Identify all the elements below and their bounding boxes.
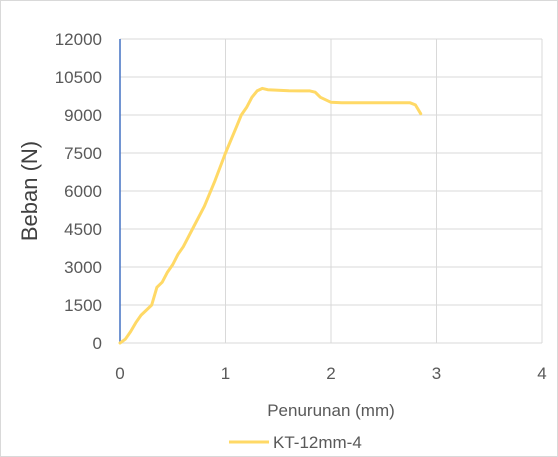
tick-labels: 0 1500 3000 4500 6000 7500 9000 10500 12000 0 1 2 3 4 (55, 30, 547, 383)
x-tick-label: 1 (221, 364, 230, 383)
y-tick-label: 10500 (55, 68, 102, 87)
x-tick-label: 3 (432, 364, 441, 383)
y-tick-label: 1500 (64, 296, 102, 315)
x-tick-label: 2 (326, 364, 335, 383)
y-tick-label: 3000 (64, 258, 102, 277)
x-tick-label: 4 (537, 364, 546, 383)
y-tick-label: 0 (93, 334, 102, 353)
legend-label: KT-12mm-4 (273, 433, 362, 452)
y-tick-label: 4500 (64, 220, 102, 239)
x-axis-title: Penurunan (mm) (267, 401, 395, 420)
y-tick-label: 7500 (64, 144, 102, 163)
y-tick-label: 9000 (64, 106, 102, 125)
y-tick-label: 6000 (64, 182, 102, 201)
x-tick-label: 0 (115, 364, 124, 383)
grid (120, 38, 543, 344)
series-group (118, 86, 423, 345)
series-line-kt-12mm-4 (118, 86, 423, 345)
legend: KT-12mm-4 (229, 433, 362, 452)
y-axis-title: Beban (N) (17, 141, 42, 241)
y-tick-label: 12000 (55, 30, 102, 49)
